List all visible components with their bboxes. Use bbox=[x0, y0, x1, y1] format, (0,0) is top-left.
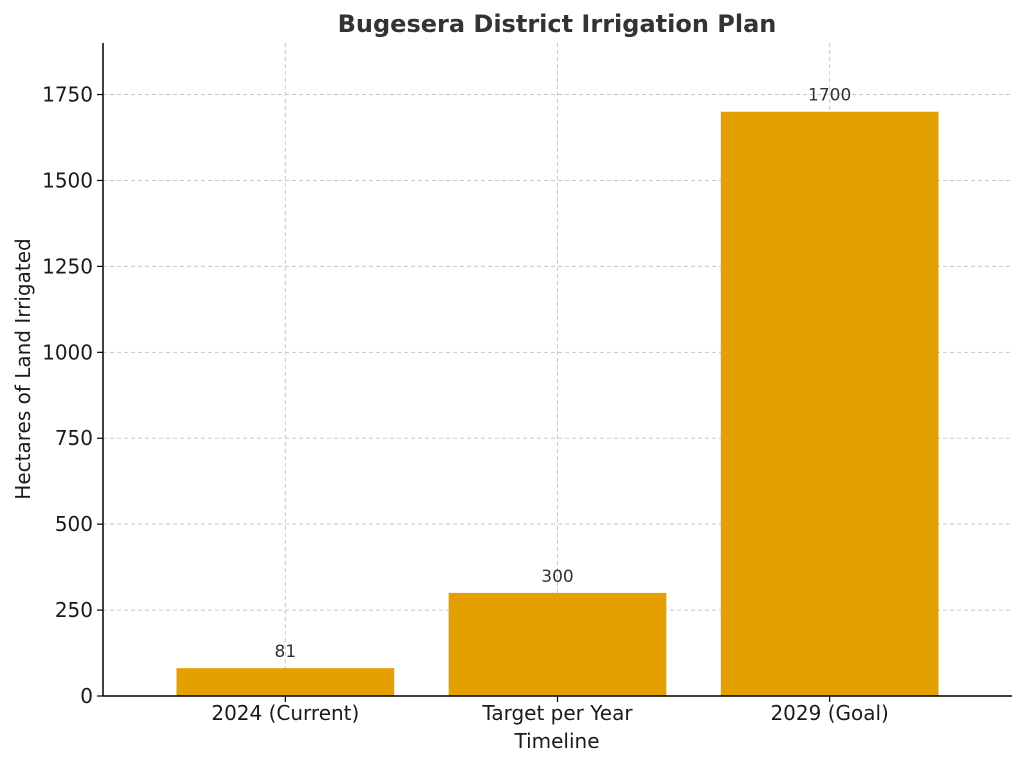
bar-value-label: 1700 bbox=[808, 86, 851, 106]
y-tick-label: 0 bbox=[80, 684, 93, 708]
data-labels: 81 300 1700 bbox=[275, 86, 852, 662]
bars bbox=[176, 111, 939, 697]
bar-value-label: 81 bbox=[275, 642, 297, 662]
y-tick-label: 250 bbox=[55, 598, 93, 622]
y-tick-label: 1750 bbox=[42, 83, 93, 107]
y-axis-ticks: 0 250 500 750 1000 1250 1500 1750 bbox=[42, 83, 103, 708]
bar-value-label: 300 bbox=[541, 567, 573, 587]
y-tick-label: 1000 bbox=[42, 340, 93, 364]
y-tick-label: 1250 bbox=[42, 254, 93, 278]
y-tick-label: 500 bbox=[55, 512, 93, 536]
bar bbox=[448, 592, 667, 696]
bar bbox=[176, 668, 395, 696]
y-tick-label: 750 bbox=[55, 426, 93, 450]
x-tick-label: 2029 (Goal) bbox=[770, 701, 888, 725]
y-tick-label: 1500 bbox=[42, 168, 93, 192]
x-tick-label: 2024 (Current) bbox=[211, 701, 359, 725]
x-tick-label: Target per Year bbox=[481, 701, 633, 725]
x-axis-ticks: 2024 (Current) Target per Year 2029 (Goal) bbox=[211, 696, 889, 725]
x-axis-title: Timeline bbox=[513, 729, 599, 753]
bar bbox=[720, 111, 939, 697]
y-axis-title: Hectares of Land Irrigated bbox=[11, 238, 35, 499]
chart-title: Bugesera District Irrigation Plan bbox=[338, 10, 777, 38]
